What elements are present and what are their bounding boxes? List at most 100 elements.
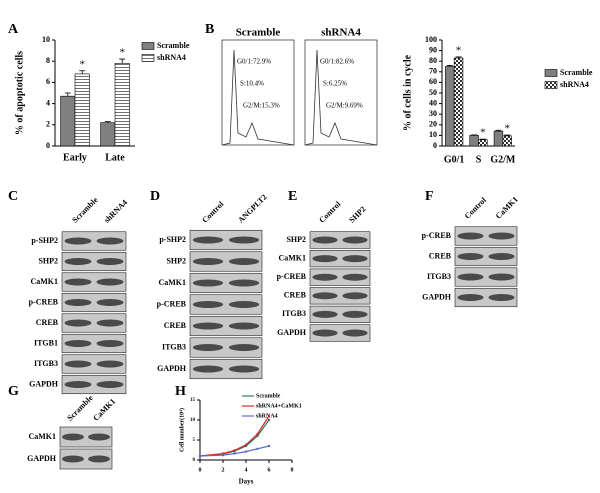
blot-band — [192, 258, 224, 265]
flow-frame — [304, 39, 378, 146]
x-tick-label: 0 — [199, 467, 202, 473]
protein-label: p-CREB — [157, 299, 187, 308]
bar — [100, 122, 116, 147]
blot-band — [64, 258, 92, 265]
y-tick-label: 90 — [429, 45, 437, 54]
blot-strip — [189, 272, 263, 294]
point — [198, 454, 202, 458]
blot-band — [64, 319, 92, 327]
blot-strip — [61, 251, 127, 272]
y-tick-label: 40 — [429, 98, 437, 107]
y-axis-label: % of cells in cycle — [402, 54, 413, 131]
blot-band — [64, 299, 92, 306]
protein-label: ITGB3 — [162, 342, 186, 351]
blot-band — [96, 278, 124, 286]
protein-label: CREB — [284, 291, 307, 300]
point — [267, 414, 271, 418]
blot-band — [312, 329, 338, 337]
bar — [60, 95, 76, 147]
blot-band — [342, 310, 368, 318]
blot-strip — [189, 294, 263, 315]
significance-mark: * — [119, 47, 125, 59]
bar — [502, 135, 512, 147]
panel-letter: C — [8, 189, 18, 204]
legend-label: Scramble — [560, 68, 593, 77]
blot-band — [457, 232, 484, 240]
y-tick-label: 6 — [46, 77, 50, 86]
point — [244, 450, 248, 453]
blot-strip — [454, 246, 518, 267]
blot-band — [192, 322, 224, 330]
blot-band — [312, 292, 338, 300]
legend-swatch — [141, 54, 155, 62]
point — [256, 432, 259, 436]
protein-label: CaMK1 — [28, 432, 56, 441]
blot-band — [342, 255, 368, 263]
blot-band — [96, 258, 124, 265]
y-tick-label: 70 — [429, 67, 437, 76]
legend-label: shRNA4+CaMK1 — [256, 403, 302, 409]
significance-mark: * — [480, 127, 486, 139]
blot-band — [192, 279, 224, 287]
point — [233, 452, 236, 455]
blot-band — [228, 301, 260, 308]
blot-strip — [454, 287, 518, 308]
x-tick-label: 6 — [268, 467, 271, 473]
blot-band — [228, 279, 260, 287]
flow-title: shRNA4 — [321, 27, 361, 39]
lane-label: Control — [200, 199, 226, 225]
line — [199, 415, 270, 457]
blot-band — [62, 455, 84, 463]
error-bar — [455, 56, 462, 59]
point — [256, 447, 259, 450]
x-tick-label: 4 — [245, 467, 248, 473]
blot-band — [312, 273, 338, 281]
protein-label: SHP2 — [286, 235, 306, 244]
blot-strip — [454, 226, 518, 246]
blot-strip — [61, 354, 127, 374]
point — [267, 444, 271, 448]
y-tick-label: 20 — [429, 120, 437, 129]
y-tick-label: 2 — [46, 120, 50, 129]
flow-gate-label: G2/M:9.69% — [326, 102, 363, 110]
y-axis-label: Cell number(10⁴) — [178, 408, 185, 452]
protein-label: ITGB3 — [282, 309, 306, 318]
protein-label: GAPDH — [29, 379, 59, 388]
bar — [453, 57, 464, 147]
lane-label: CaMK1 — [494, 195, 520, 221]
y-tick-label: 10 — [42, 35, 50, 44]
blot-band — [96, 237, 124, 245]
blot-band — [228, 344, 260, 351]
error-bar — [104, 121, 111, 123]
flow-gate-label: S:10.4% — [240, 80, 264, 88]
y-tick-label: 8 — [46, 56, 50, 65]
y-tick-label: 0 — [433, 141, 437, 150]
blot-strip — [309, 287, 371, 305]
blot-band — [488, 253, 515, 260]
protein-label: p-SHP2 — [31, 236, 58, 245]
y-tick-label: 60 — [429, 77, 437, 86]
flow-title: Scramble — [236, 27, 281, 39]
y-axis-label: % of apoptotic cells — [14, 51, 25, 135]
error-bar — [479, 138, 486, 140]
blot-band — [342, 236, 368, 244]
point — [233, 449, 236, 452]
blot-band — [312, 255, 338, 263]
blot-strip — [61, 272, 127, 292]
protein-label: GAPDH — [277, 328, 307, 337]
blot-band — [488, 232, 515, 240]
x-tick-label: Early — [63, 152, 87, 163]
blot-band — [192, 344, 224, 351]
x-tick-label: G2/M — [490, 154, 516, 165]
protein-label: CREB — [36, 318, 59, 327]
protein-label: ITGB1 — [34, 338, 58, 347]
protein-label: SHP2 — [166, 256, 186, 265]
panel-letter: D — [150, 189, 160, 204]
blot-strip — [309, 268, 371, 286]
y-tick-label: 80 — [429, 56, 437, 65]
lane-label: Control — [317, 199, 343, 225]
blot-strip — [309, 231, 371, 249]
protein-label: GAPDH — [157, 364, 187, 373]
lane-label: Scramble — [70, 195, 100, 225]
blot-band — [488, 273, 515, 281]
